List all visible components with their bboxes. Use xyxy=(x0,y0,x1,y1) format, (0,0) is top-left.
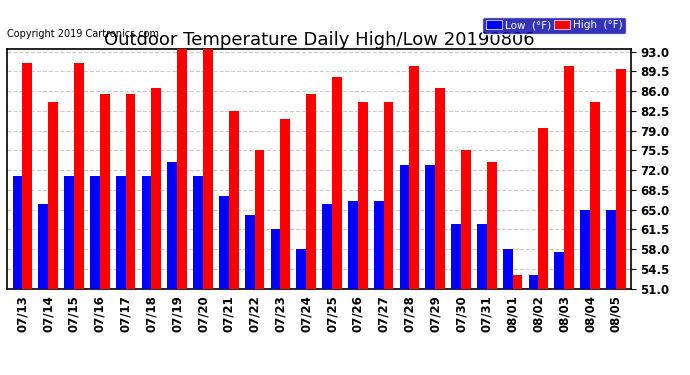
Title: Outdoor Temperature Daily High/Low 20190806: Outdoor Temperature Daily High/Low 20190… xyxy=(104,31,535,49)
Bar xyxy=(400,165,409,289)
Bar xyxy=(90,176,100,289)
Bar xyxy=(116,176,126,289)
Bar xyxy=(255,150,264,289)
Bar xyxy=(435,88,445,289)
Bar xyxy=(245,215,255,289)
Bar xyxy=(193,176,203,289)
Bar xyxy=(141,176,151,289)
Bar xyxy=(229,111,239,289)
Bar xyxy=(503,249,513,289)
Bar xyxy=(280,119,290,289)
Bar xyxy=(168,162,177,289)
Text: Copyright 2019 Cartronics.com: Copyright 2019 Cartronics.com xyxy=(7,29,159,39)
Bar xyxy=(409,66,420,289)
Bar xyxy=(322,204,332,289)
Bar xyxy=(348,201,358,289)
Bar xyxy=(616,69,626,289)
Bar xyxy=(384,102,393,289)
Bar xyxy=(74,63,83,289)
Bar xyxy=(374,201,384,289)
Bar xyxy=(219,196,229,289)
Bar xyxy=(538,128,549,289)
Bar xyxy=(555,252,564,289)
Bar xyxy=(151,88,161,289)
Bar xyxy=(306,94,316,289)
Bar xyxy=(64,176,74,289)
Bar xyxy=(332,77,342,289)
Bar xyxy=(22,63,32,289)
Bar xyxy=(203,49,213,289)
Bar xyxy=(100,94,110,289)
Bar xyxy=(48,102,58,289)
Bar xyxy=(426,165,435,289)
Bar xyxy=(39,204,48,289)
Bar xyxy=(606,210,616,289)
Bar xyxy=(513,274,522,289)
Bar xyxy=(358,102,368,289)
Bar xyxy=(487,162,497,289)
Bar xyxy=(529,274,538,289)
Bar xyxy=(297,249,306,289)
Bar xyxy=(564,66,574,289)
Bar xyxy=(590,102,600,289)
Bar xyxy=(451,224,461,289)
Bar xyxy=(580,210,590,289)
Bar xyxy=(177,49,187,289)
Legend: Low  (°F), High  (°F): Low (°F), High (°F) xyxy=(482,17,626,34)
Bar xyxy=(12,176,22,289)
Bar xyxy=(477,224,487,289)
Bar xyxy=(126,94,135,289)
Bar xyxy=(270,230,280,289)
Bar xyxy=(461,150,471,289)
